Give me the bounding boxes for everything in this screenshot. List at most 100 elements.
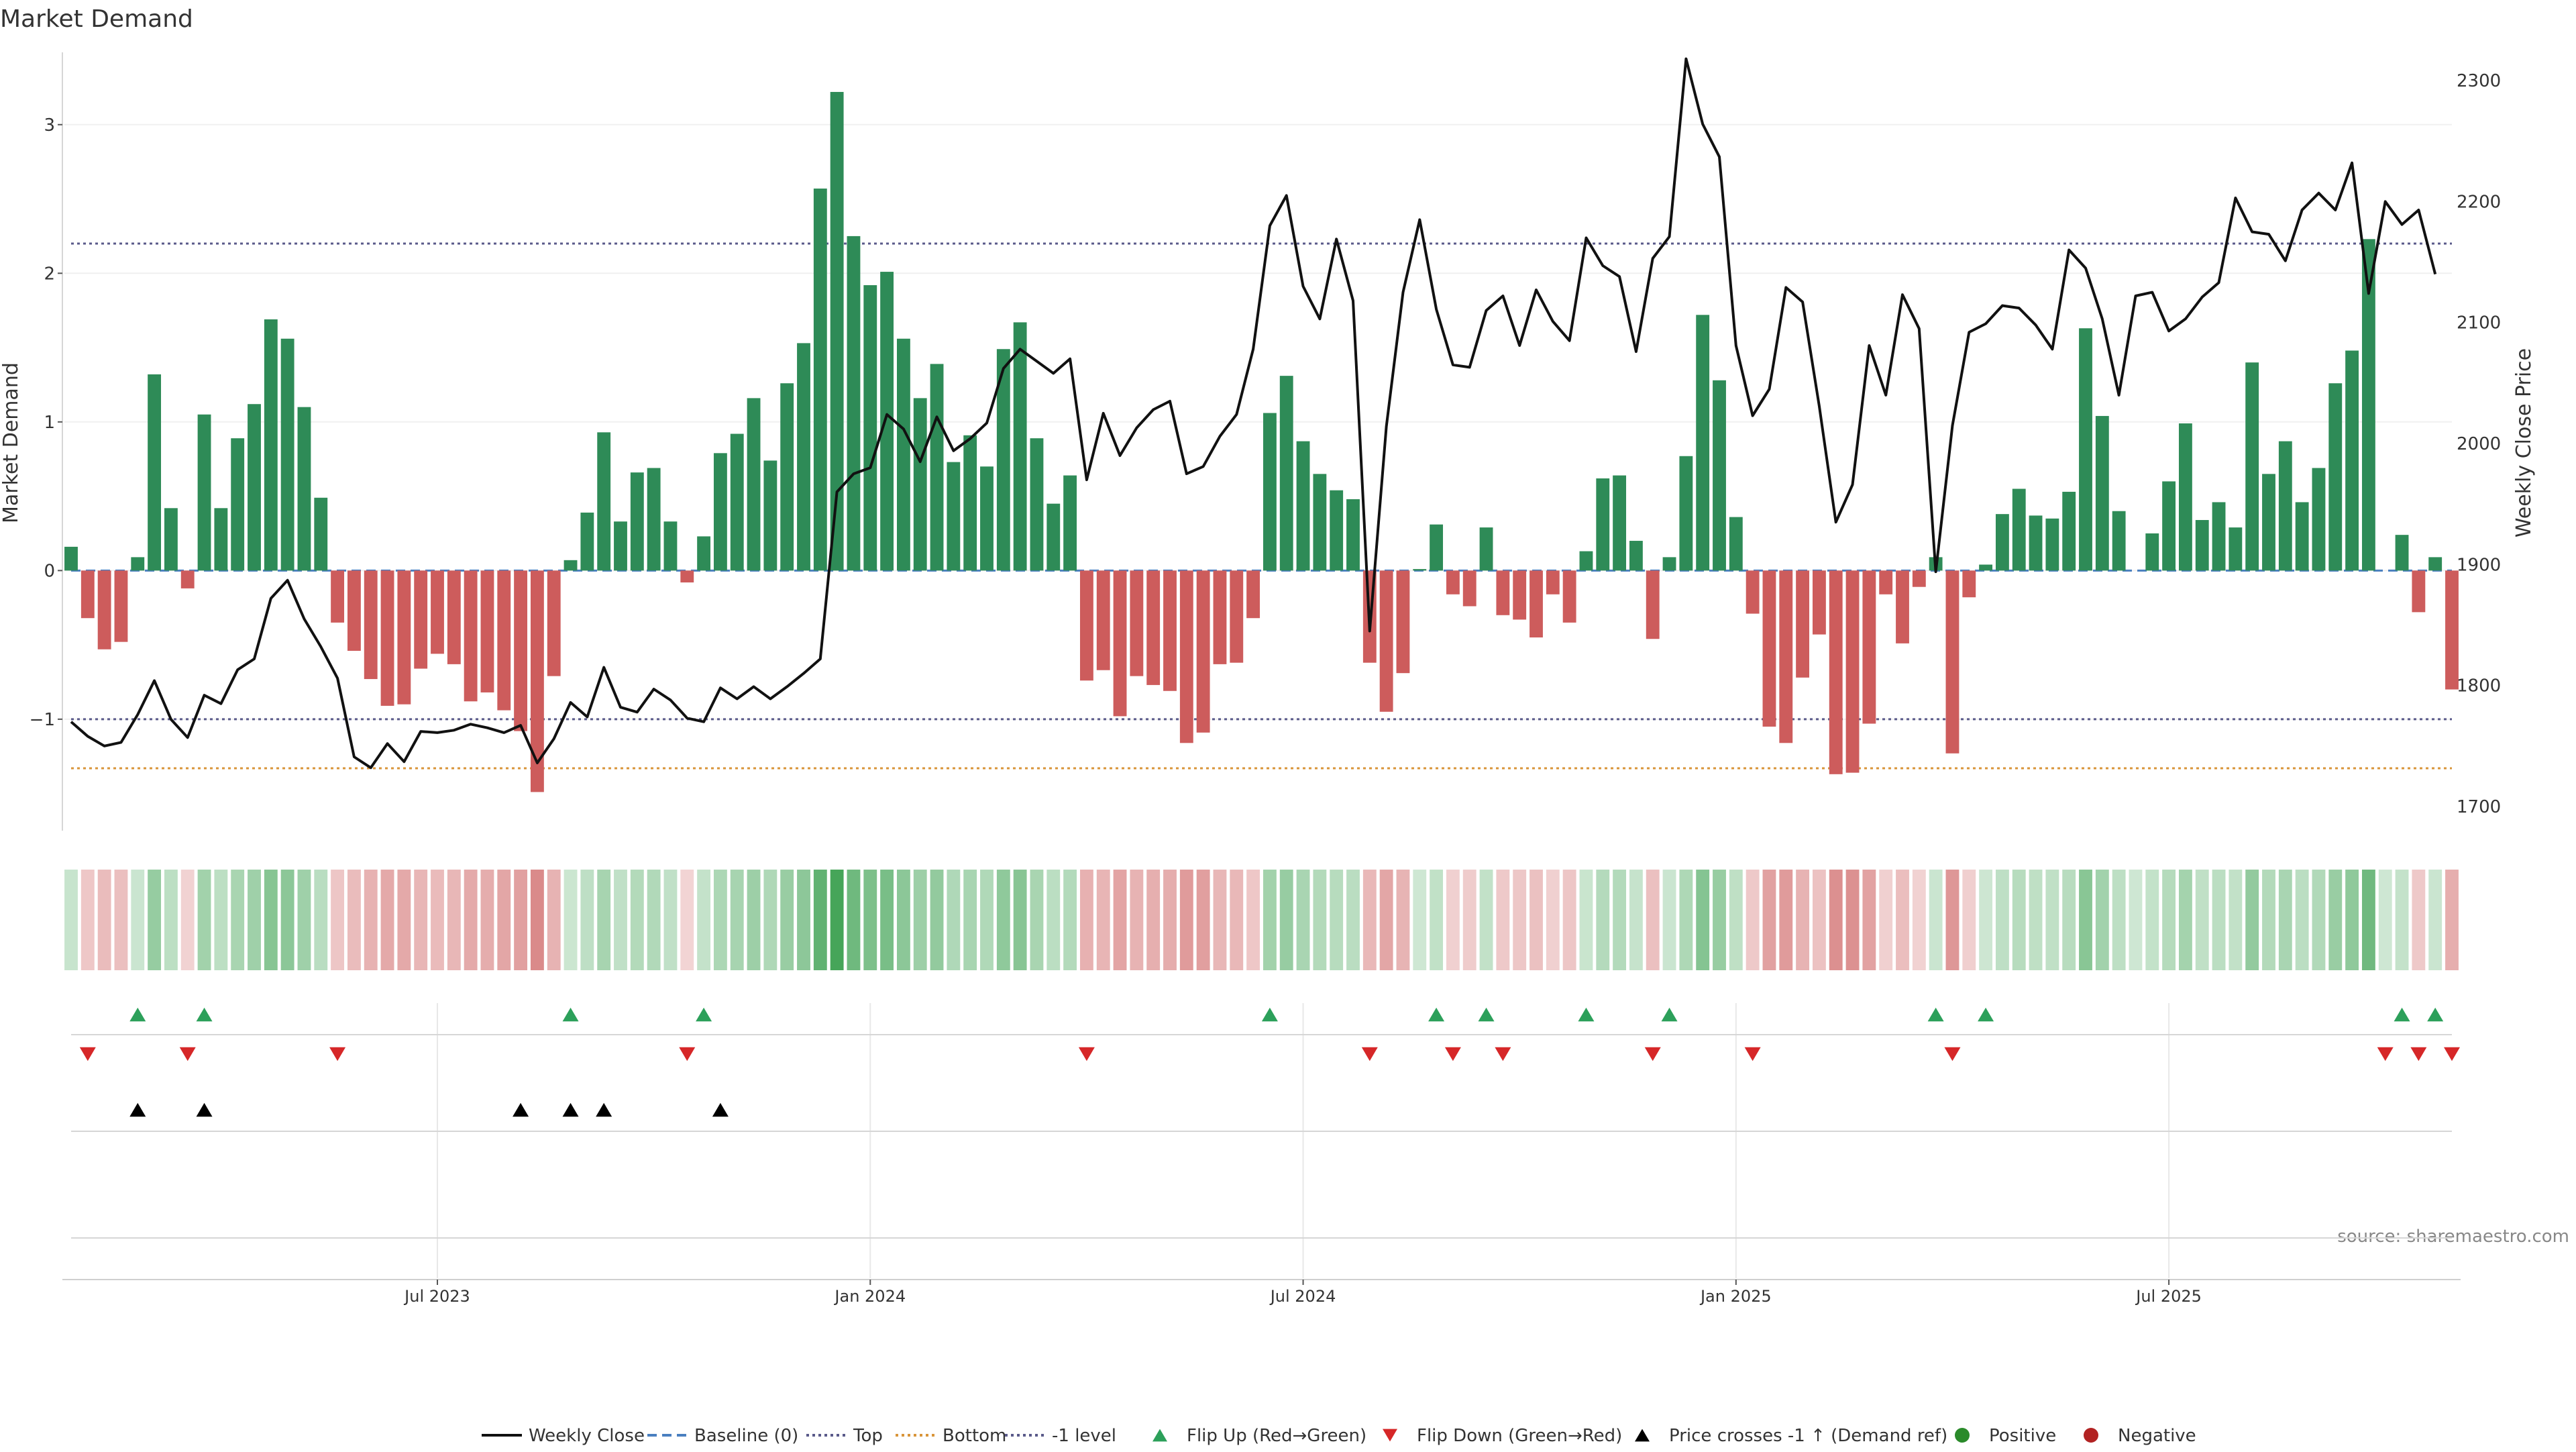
heat-cell xyxy=(414,870,428,970)
heat-cell xyxy=(2178,870,2192,970)
flip-up-marker xyxy=(562,1007,579,1022)
heat-cell xyxy=(80,870,95,970)
demand-bar xyxy=(1862,570,1876,724)
heat-cell xyxy=(1179,870,1193,970)
demand-bar xyxy=(2229,527,2243,571)
demand-bar xyxy=(164,508,178,571)
heat-cell xyxy=(1945,870,1960,970)
demand-bar xyxy=(547,570,561,676)
heat-cell xyxy=(1413,870,1427,970)
heat-cell xyxy=(1995,870,2009,970)
axes: −1 0 1 2 3 1700 1800 1900 2000 2100 2200 2300 Jul 20… xyxy=(30,52,2501,1306)
demand-bar xyxy=(1163,570,1177,691)
heat-cell xyxy=(1296,870,1310,970)
heat-cell xyxy=(1113,870,1127,970)
heat-cell xyxy=(1579,870,1593,970)
demand-bar xyxy=(64,546,78,571)
heat-cell xyxy=(1130,870,1144,970)
flip-down-marker xyxy=(2410,1047,2427,1061)
heat-cell xyxy=(830,870,844,970)
demand-bar xyxy=(2195,520,2209,571)
demand-bar xyxy=(1912,570,1926,587)
heat-cell xyxy=(730,870,744,970)
demand-bar xyxy=(2361,239,2375,571)
demand-bar xyxy=(947,462,961,571)
demand-bar xyxy=(497,570,511,711)
heat-cell xyxy=(530,870,544,970)
demand-bar xyxy=(2112,511,2126,571)
flip-down-marker xyxy=(1644,1047,1661,1061)
heat-cell xyxy=(1662,870,1676,970)
x-tick-label: Jul 2025 xyxy=(2135,1287,2202,1306)
heat-cell xyxy=(564,870,578,970)
source-note: source: sharemaestro.com xyxy=(2337,1227,2569,1247)
demand-bar xyxy=(1729,517,1743,571)
heat-cell xyxy=(1196,870,1210,970)
demand-bar xyxy=(747,398,761,571)
heat-cell xyxy=(1879,870,1893,970)
heat-cell xyxy=(2395,870,2409,970)
legend-label: Price crosses -1 ↑ (Demand ref) xyxy=(1669,1426,1947,1446)
price-cross-marker xyxy=(712,1102,729,1117)
heat-cell xyxy=(1430,870,1444,970)
flip-down-marker xyxy=(1361,1047,1378,1061)
demand-bar xyxy=(930,364,944,571)
heat-cell xyxy=(248,870,261,970)
heat-cell xyxy=(364,870,378,970)
heat-cell xyxy=(380,870,394,970)
weekly-close-polyline xyxy=(70,57,2437,770)
heat-cell xyxy=(1279,870,1293,970)
y2-axis-label: Weekly Close Price xyxy=(2512,348,2536,537)
heat-cell xyxy=(397,870,411,970)
demand-bar xyxy=(414,570,428,669)
heat-cell xyxy=(1213,870,1227,970)
demand-bar xyxy=(431,570,444,654)
y2-tick-label: 1800 xyxy=(2457,676,2501,696)
flip-down-marker xyxy=(329,1047,346,1061)
demand-bar xyxy=(480,570,494,692)
flip-down-marker xyxy=(179,1047,196,1061)
flip-down-marker xyxy=(679,1047,696,1061)
demand-bar xyxy=(2328,383,2343,571)
heat-cell xyxy=(297,870,311,970)
heat-cell xyxy=(1396,870,1410,970)
heat-cell xyxy=(1046,870,1061,970)
heat-cell xyxy=(131,870,145,970)
demand-bar xyxy=(1696,315,1710,571)
heat-cell xyxy=(480,870,494,970)
heat-cell xyxy=(331,870,345,970)
heat-cell xyxy=(1446,870,1460,970)
heat-cell xyxy=(97,870,111,970)
demand-bar xyxy=(2079,328,2092,571)
demand-bar xyxy=(1446,570,1460,594)
heat-cell xyxy=(647,870,661,970)
demand-bar xyxy=(730,433,744,571)
heat-cell xyxy=(1796,870,1810,970)
demand-bar xyxy=(131,557,145,571)
demand-bar xyxy=(797,343,810,571)
legend-label: Top xyxy=(853,1426,883,1446)
legend-label: Baseline (0) xyxy=(694,1426,798,1446)
heat-cell xyxy=(1762,870,1776,970)
heat-cell xyxy=(1513,870,1527,970)
flip-up-marker xyxy=(1261,1007,1278,1022)
heat-cell xyxy=(2145,870,2159,970)
demand-bar xyxy=(1513,570,1527,620)
heat-cell xyxy=(1496,870,1510,970)
flip-up-marker xyxy=(1978,1007,1994,1022)
demand-bar xyxy=(231,438,245,571)
legend-label: Positive xyxy=(1989,1426,2056,1446)
demand-bar xyxy=(863,285,877,571)
demand-bar xyxy=(1462,570,1477,607)
demand-bar xyxy=(1546,570,1560,594)
heat-cell xyxy=(2162,870,2176,970)
demand-bar xyxy=(380,570,394,706)
heat-cell xyxy=(1596,870,1610,970)
demand-bar xyxy=(913,398,927,571)
demand-bar xyxy=(331,570,345,623)
heat-cell xyxy=(1030,870,1044,970)
heat-cell xyxy=(1379,870,1393,970)
demand-bar xyxy=(2162,481,2176,571)
heat-cell xyxy=(314,870,328,970)
